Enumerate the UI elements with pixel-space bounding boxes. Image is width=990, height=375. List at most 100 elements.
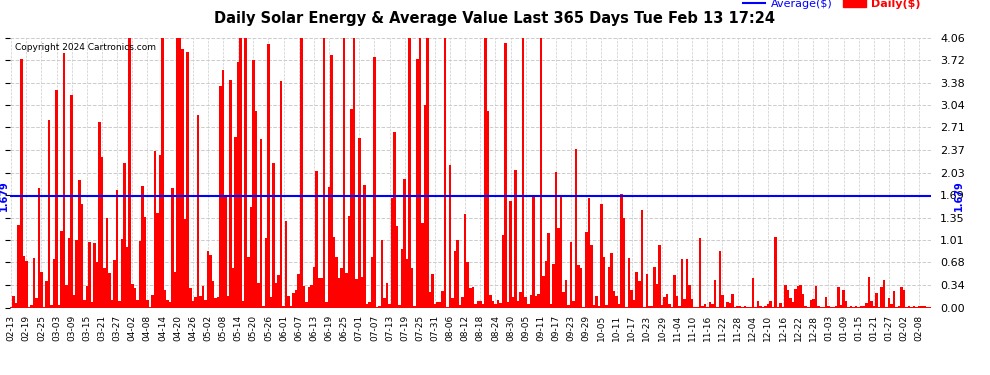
- Bar: [872, 306, 875, 308]
- Text: 1.679: 1.679: [0, 180, 9, 211]
- Bar: [25, 261, 28, 308]
- Bar: [292, 292, 295, 308]
- Bar: [315, 171, 318, 308]
- Bar: [784, 285, 787, 308]
- Bar: [517, 301, 520, 307]
- Bar: [249, 207, 252, 308]
- Bar: [921, 306, 923, 308]
- Bar: [502, 234, 504, 308]
- Bar: [565, 280, 567, 308]
- Bar: [144, 217, 147, 308]
- Bar: [587, 198, 590, 308]
- Bar: [269, 297, 272, 307]
- Bar: [645, 274, 648, 308]
- Bar: [227, 296, 230, 307]
- Bar: [378, 306, 381, 308]
- Bar: [527, 304, 530, 307]
- Bar: [628, 258, 631, 308]
- Bar: [600, 204, 603, 308]
- Bar: [347, 216, 350, 308]
- Bar: [820, 307, 822, 308]
- Bar: [525, 297, 527, 307]
- Bar: [398, 305, 401, 308]
- Bar: [310, 285, 313, 308]
- Bar: [530, 295, 532, 307]
- Bar: [616, 296, 618, 307]
- Bar: [633, 300, 636, 307]
- Bar: [202, 286, 204, 308]
- Bar: [543, 276, 545, 308]
- Bar: [676, 296, 678, 307]
- Bar: [658, 245, 660, 308]
- Bar: [346, 273, 347, 308]
- Bar: [136, 300, 139, 307]
- Bar: [38, 189, 41, 308]
- Bar: [544, 261, 547, 308]
- Bar: [375, 307, 378, 308]
- Bar: [353, 38, 355, 308]
- Bar: [119, 302, 121, 307]
- Bar: [774, 237, 777, 308]
- Bar: [20, 59, 23, 308]
- Bar: [797, 286, 800, 308]
- Bar: [810, 300, 812, 307]
- Bar: [363, 185, 365, 308]
- Bar: [484, 38, 487, 308]
- Text: 1.679: 1.679: [953, 180, 963, 211]
- Bar: [121, 238, 124, 308]
- Bar: [838, 286, 840, 308]
- Bar: [272, 163, 275, 308]
- Bar: [139, 241, 141, 308]
- Bar: [479, 301, 481, 307]
- Bar: [108, 273, 111, 308]
- Bar: [835, 306, 838, 308]
- Bar: [68, 238, 70, 308]
- Bar: [350, 110, 353, 308]
- Bar: [509, 201, 512, 308]
- Bar: [80, 204, 83, 308]
- Bar: [439, 302, 442, 307]
- Bar: [743, 306, 746, 308]
- Bar: [903, 290, 906, 308]
- Bar: [471, 287, 474, 308]
- Bar: [174, 272, 176, 308]
- Bar: [181, 49, 184, 308]
- Bar: [595, 296, 598, 307]
- Bar: [41, 272, 43, 308]
- Bar: [805, 306, 807, 308]
- Bar: [451, 298, 453, 307]
- Bar: [655, 284, 658, 308]
- Bar: [764, 306, 766, 308]
- Bar: [237, 62, 240, 308]
- Bar: [300, 38, 303, 308]
- Bar: [106, 218, 108, 308]
- Bar: [101, 157, 103, 308]
- Bar: [706, 307, 709, 308]
- Bar: [840, 304, 842, 307]
- Bar: [358, 138, 360, 308]
- Bar: [833, 307, 835, 308]
- Bar: [33, 258, 35, 308]
- Bar: [641, 210, 644, 308]
- Bar: [437, 303, 439, 307]
- Bar: [749, 307, 751, 308]
- Bar: [194, 297, 197, 307]
- Bar: [492, 302, 494, 307]
- Bar: [618, 304, 621, 307]
- Bar: [794, 289, 797, 308]
- Bar: [73, 295, 75, 307]
- Text: Copyright 2024 Cartronics.com: Copyright 2024 Cartronics.com: [15, 43, 155, 52]
- Bar: [893, 291, 895, 308]
- Bar: [386, 284, 388, 308]
- Bar: [18, 225, 20, 308]
- Bar: [474, 304, 476, 307]
- Bar: [626, 307, 628, 308]
- Bar: [207, 251, 209, 308]
- Bar: [621, 195, 623, 308]
- Bar: [668, 304, 671, 307]
- Bar: [552, 264, 554, 308]
- Bar: [189, 288, 191, 308]
- Bar: [648, 306, 650, 308]
- Bar: [96, 262, 98, 308]
- Bar: [610, 253, 613, 308]
